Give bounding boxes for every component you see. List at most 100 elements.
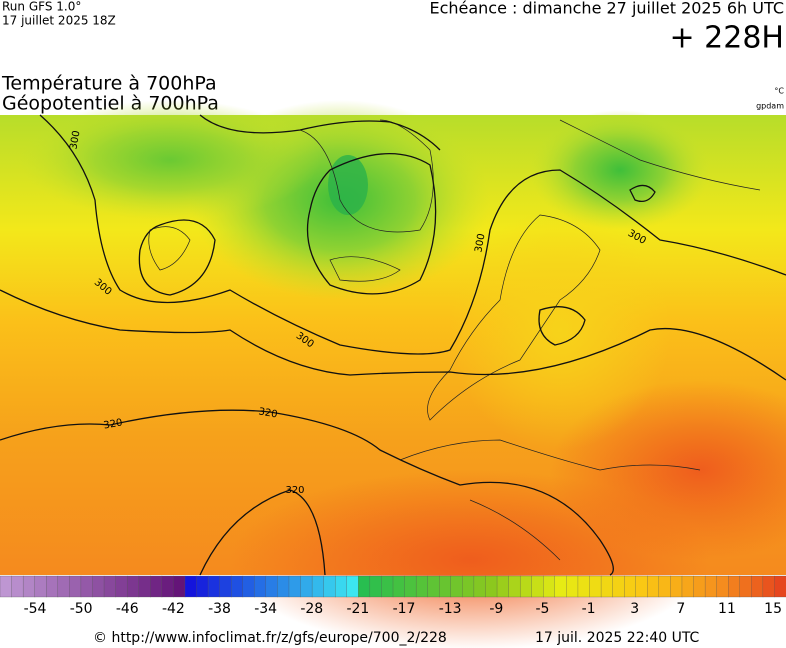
color-swatch (600, 575, 614, 598)
color-swatch (265, 575, 278, 598)
color-swatch (242, 575, 255, 598)
color-swatch (80, 575, 93, 598)
color-swatch (196, 575, 209, 598)
color-bar-label: -46 (116, 601, 139, 617)
color-swatch (670, 575, 683, 598)
color-bar-ticks: -54 -50 -46 -42 -38 -34 -28 -21 -17 -13 -9 -5 -1 3 7 11… (24, 601, 782, 617)
color-swatch (624, 575, 637, 598)
color-swatch (34, 575, 47, 598)
geo-unit: gpdam (756, 102, 784, 111)
color-swatch (439, 575, 452, 598)
color-bar-label: -5 (535, 601, 549, 617)
color-swatch (219, 575, 232, 598)
color-swatch (173, 575, 186, 598)
color-swatch (462, 575, 475, 598)
color-swatch (404, 575, 417, 598)
contour-line (199, 114, 441, 151)
color-swatch (543, 575, 556, 598)
color-bar-label: -54 (24, 601, 47, 617)
color-swatch (300, 575, 313, 598)
color-swatch (126, 575, 140, 598)
color-swatch (647, 575, 660, 598)
color-swatch (46, 575, 59, 598)
color-swatch (450, 575, 463, 598)
color-swatch (415, 575, 429, 598)
color-swatch (254, 575, 267, 598)
color-swatch (693, 575, 706, 598)
color-bar-label: 7 (676, 601, 685, 617)
color-swatch (115, 575, 128, 598)
mild-area (450, 210, 670, 450)
color-swatch (658, 575, 671, 598)
color-swatch (739, 575, 752, 598)
color-swatch (508, 575, 521, 598)
color-bar-label: -50 (70, 601, 93, 617)
contour-line (199, 489, 326, 576)
color-swatch (346, 575, 359, 598)
color-swatch (311, 575, 325, 598)
color-swatch (762, 575, 775, 598)
coastlines (148, 119, 761, 561)
contour-line (306, 152, 437, 295)
color-bar-label: -21 (346, 601, 369, 617)
color-swatch (288, 575, 301, 598)
cold-core (328, 155, 368, 215)
contour-line (538, 306, 586, 346)
color-swatch (184, 575, 197, 598)
color-bar-label: -38 (208, 601, 231, 617)
color-swatch (681, 575, 694, 598)
color-swatch (207, 575, 221, 598)
color-swatch (728, 575, 741, 598)
cold-area (20, 100, 320, 220)
valid-time: Echéance : dimanche 27 juillet 2025 6h U… (429, 0, 784, 18)
lead-time: + 228H (670, 21, 785, 56)
color-swatch (358, 575, 371, 598)
color-bar-label: -28 (300, 601, 323, 617)
color-swatch (161, 575, 174, 598)
color-bar-label: 11 (718, 601, 736, 617)
contour-label: 300 (68, 130, 82, 151)
color-swatch (0, 575, 13, 598)
run-date: 17 juillet 2025 18Z (2, 14, 116, 28)
color-swatch (138, 575, 151, 598)
color-swatch (92, 575, 105, 598)
contour-line (629, 184, 656, 203)
color-swatch (473, 575, 486, 598)
contour-label: 320 (103, 417, 124, 431)
color-bar-label: -34 (254, 601, 277, 617)
color-swatch (704, 575, 718, 598)
color-swatch (496, 575, 510, 598)
color-swatch (485, 575, 498, 598)
color-swatch (381, 575, 394, 598)
color-bar-label: -42 (162, 601, 185, 617)
run-label: Run GFS 1.0° (2, 0, 81, 14)
color-swatch (231, 575, 244, 598)
contour-line (0, 289, 786, 381)
color-swatch (589, 575, 602, 598)
color-swatch (774, 575, 786, 598)
color-swatch (577, 575, 590, 598)
footer-source: © http://www.infoclimat.fr/z/gfs/europe/… (93, 630, 447, 646)
color-swatch (519, 575, 533, 598)
color-bar-label: 3 (630, 601, 639, 617)
contour-label: 300 (473, 233, 487, 254)
color-swatch (335, 575, 348, 598)
color-swatch (150, 575, 163, 598)
color-swatch (11, 575, 24, 598)
temp-unit: °C (774, 87, 784, 96)
title-temperature: Température à 700hPa (1, 73, 217, 95)
contour-line (138, 219, 216, 296)
contour-label: 320 (285, 485, 304, 496)
cold-area (530, 110, 710, 230)
color-swatch (69, 575, 82, 598)
contour-line (39, 114, 786, 355)
color-bar (0, 575, 786, 598)
color-swatch (716, 575, 729, 598)
color-swatch (22, 575, 36, 598)
footer-generated: 17 juil. 2025 22:40 UTC (535, 630, 700, 646)
color-swatch (531, 575, 544, 598)
color-swatch (277, 575, 290, 598)
color-bar-label: -17 (393, 601, 416, 617)
